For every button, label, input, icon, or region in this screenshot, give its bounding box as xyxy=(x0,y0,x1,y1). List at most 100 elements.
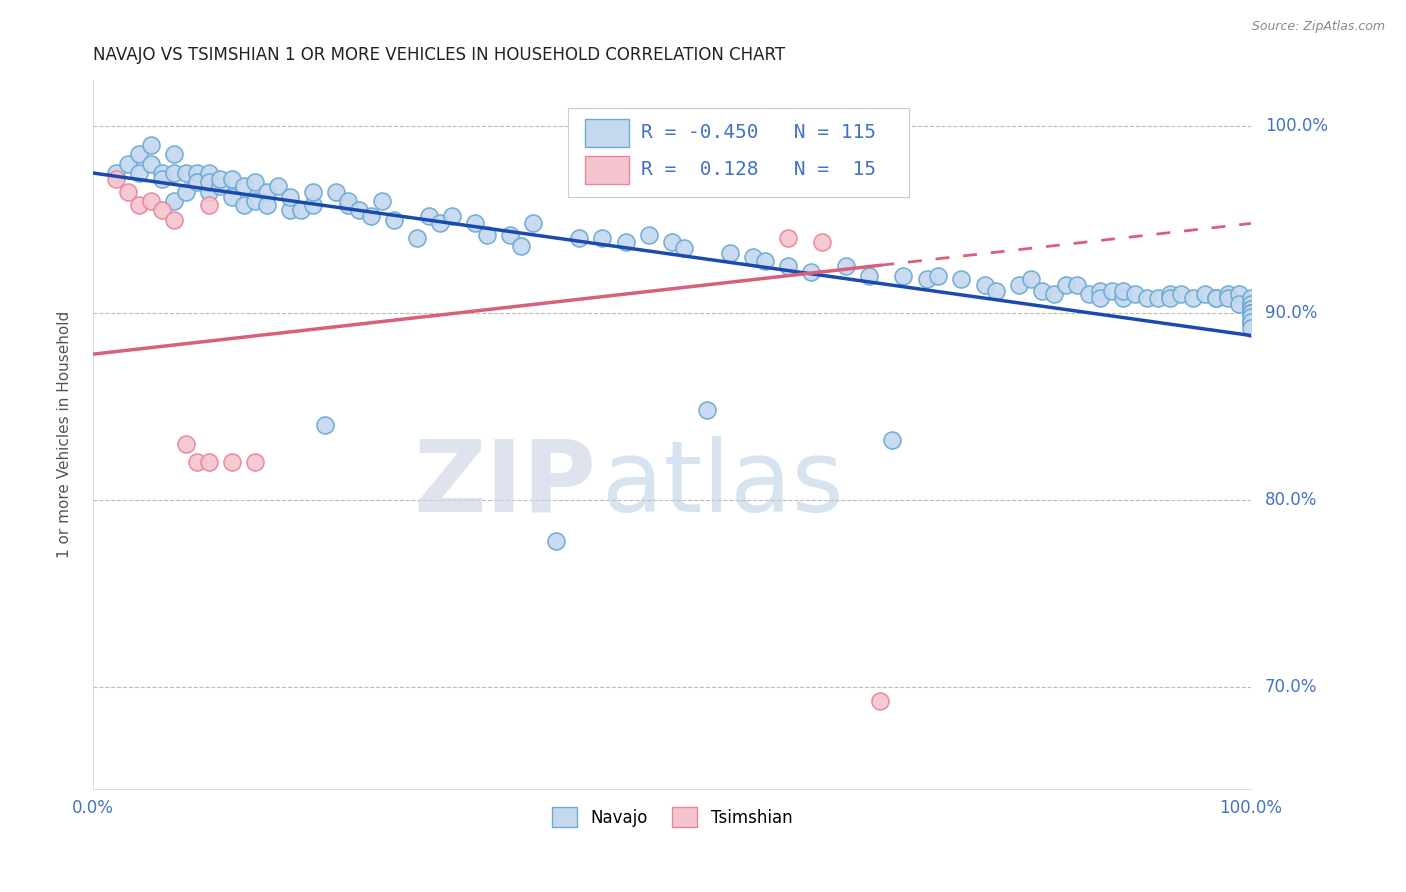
Point xyxy=(1227,297,1250,311)
FancyBboxPatch shape xyxy=(585,155,628,184)
Point xyxy=(499,227,522,242)
Point xyxy=(174,185,197,199)
Point xyxy=(152,203,174,218)
Point xyxy=(1205,291,1227,305)
Point xyxy=(440,209,463,223)
Point xyxy=(302,198,325,212)
Point xyxy=(1077,287,1099,301)
Point xyxy=(152,166,174,180)
Point xyxy=(243,175,266,189)
Y-axis label: 1 or more Vehicles in Household: 1 or more Vehicles in Household xyxy=(58,310,72,558)
Point xyxy=(198,175,221,189)
Point xyxy=(382,212,405,227)
Text: atlas: atlas xyxy=(602,435,844,533)
Point xyxy=(869,694,891,708)
Point xyxy=(1240,321,1263,335)
Point xyxy=(696,403,718,417)
Point xyxy=(1019,272,1042,286)
Point xyxy=(1194,287,1216,301)
Text: ZIP: ZIP xyxy=(413,435,596,533)
Text: Source: ZipAtlas.com: Source: ZipAtlas.com xyxy=(1251,20,1385,33)
Legend: Navajo, Tsimshian: Navajo, Tsimshian xyxy=(546,800,799,834)
Point xyxy=(475,227,498,242)
Point xyxy=(880,433,903,447)
Point xyxy=(1240,302,1263,317)
Point xyxy=(256,198,278,212)
Point xyxy=(546,533,568,548)
Point xyxy=(174,166,197,180)
Point xyxy=(1240,306,1263,320)
Point xyxy=(522,216,544,230)
Point xyxy=(1240,315,1263,329)
Point xyxy=(1240,302,1263,317)
Point xyxy=(360,209,382,223)
FancyBboxPatch shape xyxy=(568,108,910,197)
Point xyxy=(325,185,347,199)
Point xyxy=(256,185,278,199)
Point xyxy=(209,171,232,186)
Point xyxy=(776,231,799,245)
Point xyxy=(661,235,683,249)
Point xyxy=(349,203,371,218)
Point xyxy=(614,235,637,249)
Point xyxy=(1170,287,1192,301)
Point xyxy=(128,147,150,161)
Point xyxy=(1112,291,1135,305)
Point xyxy=(800,265,823,279)
Point xyxy=(1227,287,1250,301)
Point xyxy=(371,194,394,208)
Point xyxy=(984,284,1007,298)
Point xyxy=(105,171,128,186)
Point xyxy=(174,437,197,451)
Point xyxy=(1240,302,1263,317)
Point xyxy=(128,198,150,212)
Point xyxy=(1205,291,1227,305)
Point xyxy=(776,260,799,274)
Point xyxy=(221,455,243,469)
Point xyxy=(221,171,243,186)
Point xyxy=(406,231,429,245)
Point xyxy=(243,194,266,208)
Text: R =  0.128   N =  15: R = 0.128 N = 15 xyxy=(641,161,876,179)
Point xyxy=(163,166,186,180)
Point xyxy=(186,455,208,469)
Point xyxy=(973,278,995,293)
Point xyxy=(139,194,162,208)
Point xyxy=(232,198,254,212)
Point xyxy=(186,166,208,180)
Point xyxy=(1240,306,1263,320)
Point xyxy=(302,185,325,199)
Point xyxy=(1181,291,1204,305)
Point xyxy=(418,209,440,223)
Point xyxy=(672,241,695,255)
Point xyxy=(1240,315,1263,329)
Point xyxy=(1216,291,1239,305)
Point xyxy=(1159,291,1181,305)
Point xyxy=(278,190,301,204)
Point xyxy=(718,246,741,260)
Point xyxy=(1090,291,1112,305)
Point xyxy=(754,253,776,268)
Point xyxy=(1216,287,1239,301)
Point xyxy=(139,157,162,171)
Point xyxy=(742,250,765,264)
Point xyxy=(1240,306,1263,320)
Point xyxy=(568,231,591,245)
Point xyxy=(221,190,243,204)
Text: 90.0%: 90.0% xyxy=(1265,304,1317,322)
Point xyxy=(128,166,150,180)
Point xyxy=(139,138,162,153)
Point xyxy=(209,179,232,194)
Point xyxy=(927,268,949,283)
Point xyxy=(915,272,938,286)
Point xyxy=(464,216,486,230)
Point xyxy=(1101,284,1123,298)
FancyBboxPatch shape xyxy=(585,119,628,147)
Point xyxy=(950,272,973,286)
Point xyxy=(510,239,533,253)
Point xyxy=(834,260,856,274)
Point xyxy=(637,227,659,242)
Point xyxy=(163,194,186,208)
Point xyxy=(893,268,915,283)
Point xyxy=(152,171,174,186)
